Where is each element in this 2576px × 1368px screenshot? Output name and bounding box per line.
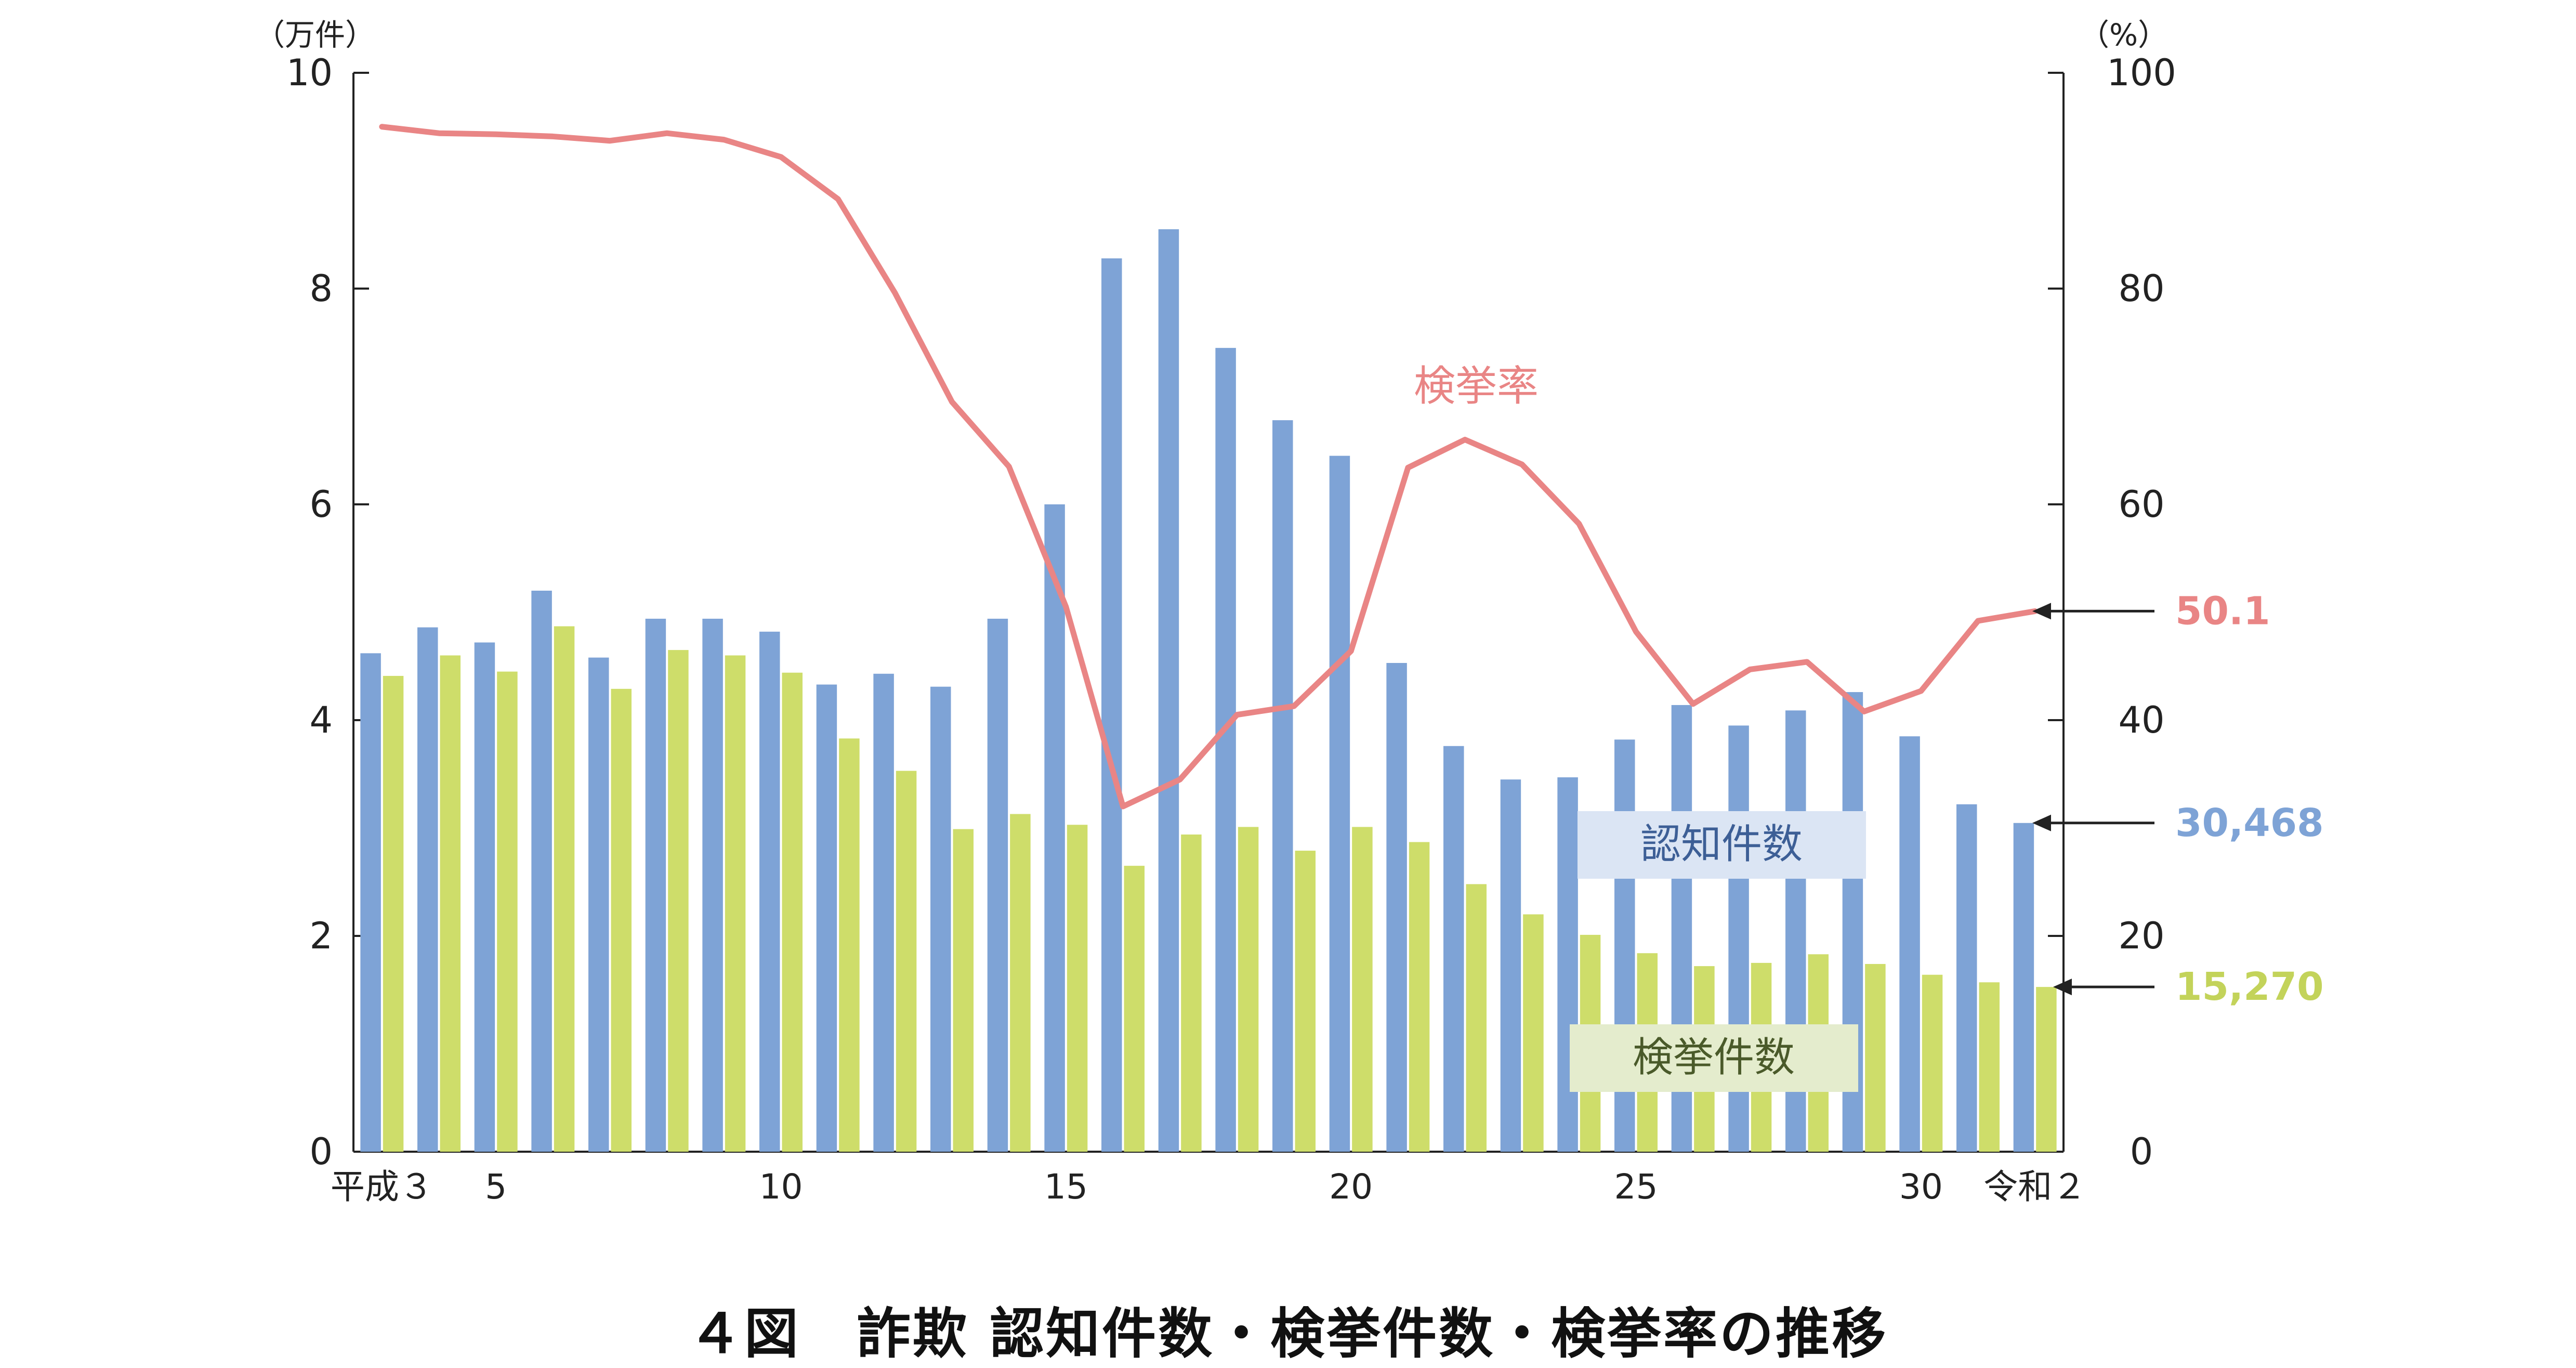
bar-cleared — [782, 673, 803, 1152]
x-tick-label: 令和２ — [1983, 1167, 2086, 1207]
bar-recognized — [1215, 348, 1236, 1152]
right-tick-label: 60 — [2118, 483, 2164, 526]
x-tick-label: 平成３ — [331, 1167, 433, 1207]
bar-cleared — [1352, 827, 1372, 1152]
bar-cleared — [725, 656, 745, 1152]
bar-recognized — [360, 653, 380, 1152]
left-tick-label: 10 — [286, 51, 333, 94]
bar-recognized — [1956, 804, 1977, 1152]
cleared-series-label: 検挙件数 — [1633, 1034, 1795, 1081]
bar-recognized — [531, 591, 551, 1152]
bar-recognized — [646, 619, 666, 1152]
bar-recognized — [702, 619, 722, 1152]
rate-series-label: 検挙率 — [1414, 362, 1539, 410]
bar-cleared — [554, 626, 574, 1152]
bar-recognized — [1443, 746, 1464, 1152]
bar-cleared — [1181, 835, 1201, 1152]
x-tick-label: 30 — [1899, 1167, 1943, 1207]
bar-recognized — [1272, 420, 1293, 1152]
bar-cleared — [953, 829, 974, 1152]
cleared-last-value: 15,270 — [2175, 965, 2324, 1009]
bar-cleared — [1865, 964, 1885, 1152]
bar-recognized — [1557, 777, 1578, 1152]
bar-cleared — [1523, 915, 1543, 1152]
x-tick-label: 5 — [485, 1167, 507, 1207]
rate-arrow-head — [2032, 603, 2051, 619]
right-tick-label: 100 — [2107, 51, 2176, 94]
bar-cleared — [1922, 975, 1942, 1152]
bar-recognized — [817, 685, 837, 1152]
bar-cleared — [1010, 814, 1030, 1152]
bar-cleared — [440, 656, 461, 1152]
recognized-last-value: 30,468 — [2175, 801, 2324, 845]
bar-cleared — [1295, 851, 1316, 1152]
bar-recognized — [930, 687, 951, 1152]
bar-recognized — [759, 632, 780, 1152]
bar-cleared — [1067, 825, 1087, 1152]
bar-recognized — [1501, 779, 1521, 1152]
bar-cleared — [497, 672, 517, 1152]
bar-recognized — [1899, 736, 1920, 1152]
bar-recognized — [2014, 823, 2034, 1152]
left-tick-label: 0 — [309, 1130, 333, 1173]
bar-cleared — [1466, 884, 1487, 1152]
bar-cleared — [2036, 987, 2056, 1152]
bar-cleared — [896, 771, 916, 1152]
left-tick-label: 6 — [309, 483, 333, 526]
bar-cleared — [1238, 827, 1258, 1152]
bar-cleared — [1979, 982, 2000, 1152]
bar-cleared — [839, 738, 859, 1152]
bar-recognized — [1101, 258, 1122, 1152]
bar-cleared — [668, 650, 688, 1152]
chart-caption: ４図 詐欺 認知件数・検挙件数・検挙率の推移 — [0, 1289, 2576, 1368]
bar-recognized — [1330, 456, 1350, 1152]
bar-recognized — [988, 619, 1008, 1152]
bar-recognized — [873, 674, 893, 1152]
bar-recognized — [417, 628, 438, 1152]
recognized-arrow-head — [2032, 815, 2051, 831]
bar-recognized — [1386, 663, 1407, 1152]
right-tick-label: 80 — [2118, 267, 2164, 310]
bar-recognized — [588, 658, 609, 1152]
x-tick-label: 15 — [1044, 1167, 1088, 1207]
bar-cleared — [611, 689, 632, 1152]
left-tick-label: 4 — [309, 699, 333, 741]
bar-cleared — [383, 676, 403, 1152]
recognized-series-label: 認知件数 — [1640, 821, 1803, 868]
x-tick-label: 25 — [1614, 1167, 1658, 1207]
right-tick-label: 0 — [2130, 1130, 2153, 1173]
bar-recognized — [1159, 229, 1179, 1152]
left-tick-label: 8 — [309, 267, 333, 310]
bar-recognized — [475, 643, 495, 1152]
left-tick-label: 2 — [309, 915, 333, 957]
bar-cleared — [1124, 866, 1145, 1152]
right-tick-label: 40 — [2118, 699, 2164, 741]
x-tick-label: 10 — [759, 1167, 803, 1207]
x-tick-label: 20 — [1329, 1167, 1373, 1207]
bar-cleared — [1409, 842, 1429, 1152]
right-tick-label: 20 — [2118, 915, 2164, 957]
rate-last-value: 50.1 — [2175, 589, 2270, 633]
